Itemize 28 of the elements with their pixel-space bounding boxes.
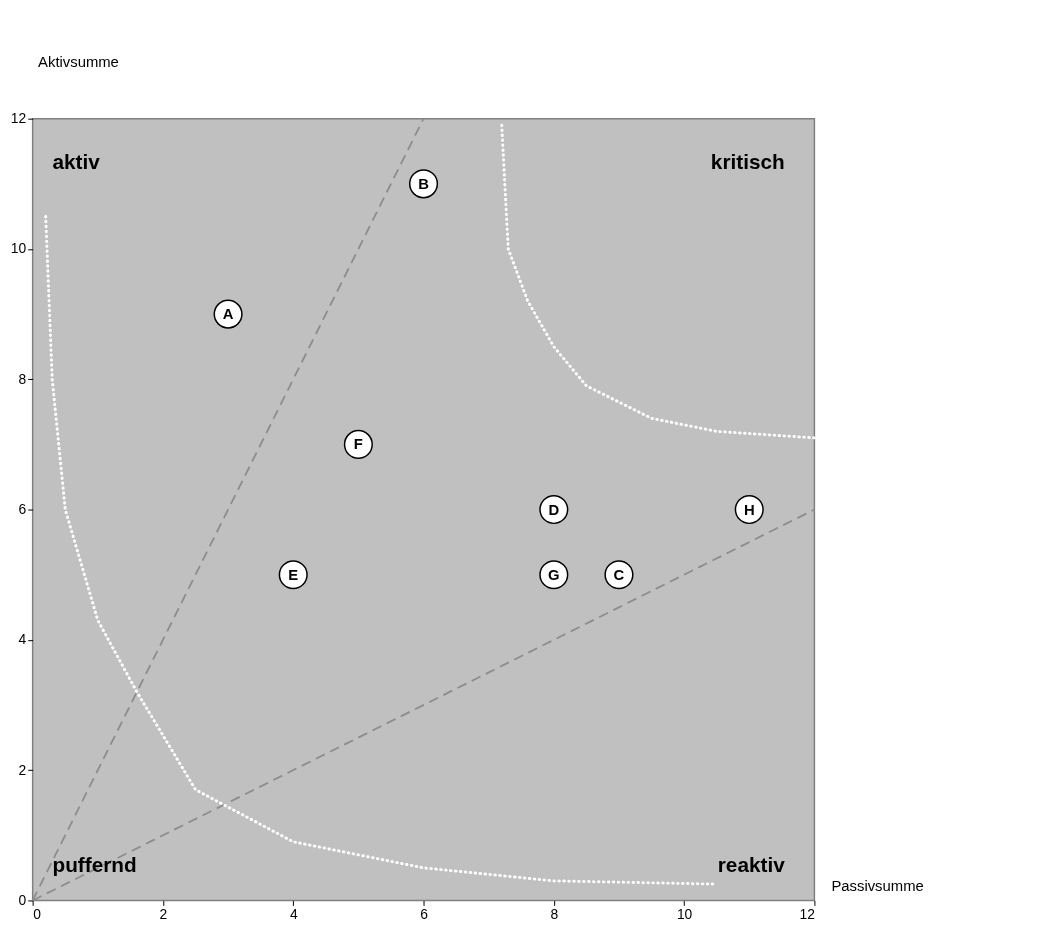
y-tick-label: 4	[18, 631, 27, 648]
x-tick-label: 8	[550, 905, 559, 922]
y-tick-label: 10	[10, 240, 27, 257]
y-tick-label: 12	[10, 110, 27, 127]
annotation: reaktiv	[717, 852, 786, 876]
series-label: A	[222, 306, 234, 323]
x-tick-label: 4	[289, 905, 298, 922]
series-label: C	[613, 566, 625, 583]
y-tick-label: 2	[18, 761, 27, 778]
annotation: kritisch	[710, 150, 785, 174]
x-tick-label: 12	[799, 905, 815, 922]
annotation: aktiv	[52, 150, 101, 174]
x-tick-label: 0	[33, 905, 42, 922]
x-tick-label: 6	[420, 905, 429, 922]
y-axis-title: Aktivsumme	[38, 53, 119, 70]
series-label: B	[418, 175, 430, 192]
x-tick-label: 10	[676, 905, 693, 922]
x-axis-title: Passivsumme	[831, 878, 924, 895]
y-tick-label: 8	[18, 370, 27, 387]
y-tick-label: 6	[18, 501, 27, 518]
series-label: D	[548, 501, 560, 518]
annotation: puffernd	[52, 852, 137, 876]
y-tick-label: 0	[18, 891, 27, 908]
series-label: H	[743, 501, 755, 518]
series-label: E	[288, 566, 299, 583]
x-tick-label: 2	[159, 905, 168, 922]
series-label: F	[353, 436, 363, 453]
series-label: G	[548, 566, 560, 583]
